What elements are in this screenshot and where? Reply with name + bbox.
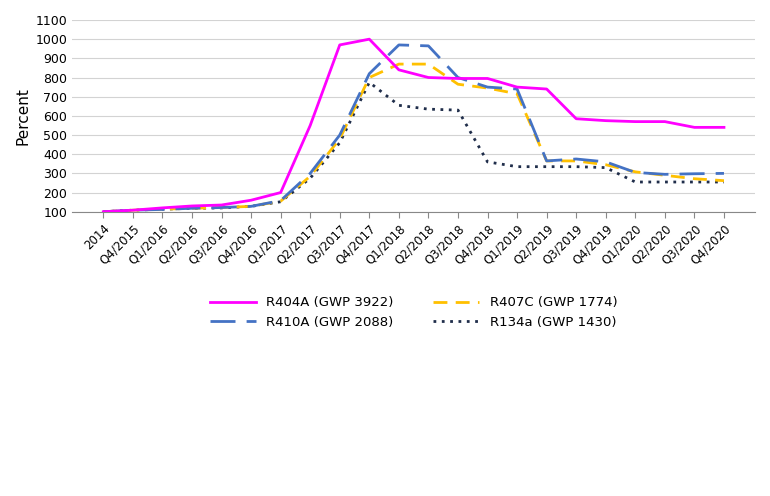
R407C (GWP 1774) bbox=[542, 158, 551, 164]
R410A (GWP 2088) bbox=[719, 171, 728, 177]
R404A (GWP 3922) bbox=[660, 119, 669, 124]
R410A (GWP 2088) bbox=[129, 207, 138, 213]
R410A (GWP 2088) bbox=[187, 205, 196, 211]
R410A (GWP 2088) bbox=[335, 132, 344, 138]
Line: R404A (GWP 3922): R404A (GWP 3922) bbox=[103, 39, 724, 212]
Legend: R404A (GWP 3922), R410A (GWP 2088), R407C (GWP 1774), R134a (GWP 1430): R404A (GWP 3922), R410A (GWP 2088), R407… bbox=[204, 291, 623, 334]
R404A (GWP 3922) bbox=[306, 123, 315, 128]
Line: R410A (GWP 2088): R410A (GWP 2088) bbox=[103, 45, 724, 212]
R410A (GWP 2088) bbox=[158, 206, 167, 212]
R134a (GWP 1430) bbox=[187, 205, 196, 211]
R407C (GWP 1774) bbox=[571, 158, 581, 164]
R407C (GWP 1774) bbox=[129, 207, 138, 213]
R410A (GWP 2088) bbox=[513, 86, 522, 92]
R134a (GWP 1430) bbox=[454, 107, 463, 113]
R410A (GWP 2088) bbox=[394, 42, 403, 48]
R134a (GWP 1430) bbox=[129, 207, 138, 213]
R134a (GWP 1430) bbox=[631, 179, 640, 185]
R404A (GWP 3922) bbox=[719, 124, 728, 130]
R410A (GWP 2088) bbox=[306, 171, 315, 177]
R404A (GWP 3922) bbox=[424, 74, 433, 80]
R410A (GWP 2088) bbox=[571, 156, 581, 162]
R404A (GWP 3922) bbox=[99, 209, 108, 215]
R404A (GWP 3922) bbox=[187, 203, 196, 209]
R134a (GWP 1430) bbox=[601, 165, 611, 171]
R404A (GWP 3922) bbox=[129, 207, 138, 213]
R134a (GWP 1430) bbox=[424, 106, 433, 112]
R404A (GWP 3922) bbox=[571, 116, 581, 122]
R407C (GWP 1774) bbox=[394, 61, 403, 67]
R407C (GWP 1774) bbox=[276, 198, 285, 204]
R134a (GWP 1430) bbox=[542, 164, 551, 170]
Line: R134a (GWP 1430): R134a (GWP 1430) bbox=[103, 82, 724, 212]
R410A (GWP 2088) bbox=[454, 74, 463, 80]
R407C (GWP 1774) bbox=[246, 203, 256, 209]
R404A (GWP 3922) bbox=[601, 118, 611, 124]
R410A (GWP 2088) bbox=[246, 203, 256, 209]
R407C (GWP 1774) bbox=[158, 206, 167, 212]
R134a (GWP 1430) bbox=[276, 199, 285, 205]
R407C (GWP 1774) bbox=[335, 136, 344, 142]
R407C (GWP 1774) bbox=[187, 205, 196, 211]
R404A (GWP 3922) bbox=[454, 75, 463, 81]
R407C (GWP 1774) bbox=[454, 81, 463, 87]
R134a (GWP 1430) bbox=[306, 175, 315, 181]
R404A (GWP 3922) bbox=[690, 124, 699, 130]
R404A (GWP 3922) bbox=[276, 189, 285, 195]
R134a (GWP 1430) bbox=[99, 209, 108, 215]
R410A (GWP 2088) bbox=[631, 170, 640, 176]
R134a (GWP 1430) bbox=[513, 164, 522, 170]
R134a (GWP 1430) bbox=[571, 164, 581, 170]
R134a (GWP 1430) bbox=[719, 179, 728, 185]
R134a (GWP 1430) bbox=[217, 205, 226, 211]
R134a (GWP 1430) bbox=[158, 206, 167, 212]
R134a (GWP 1430) bbox=[690, 179, 699, 185]
R134a (GWP 1430) bbox=[246, 203, 256, 209]
R404A (GWP 3922) bbox=[513, 84, 522, 90]
R404A (GWP 3922) bbox=[365, 36, 374, 42]
R407C (GWP 1774) bbox=[719, 178, 728, 184]
R407C (GWP 1774) bbox=[365, 74, 374, 80]
R407C (GWP 1774) bbox=[306, 173, 315, 179]
R410A (GWP 2088) bbox=[660, 171, 669, 177]
Y-axis label: Percent: Percent bbox=[15, 87, 30, 145]
R407C (GWP 1774) bbox=[424, 61, 433, 67]
Line: R407C (GWP 1774): R407C (GWP 1774) bbox=[103, 64, 724, 212]
R404A (GWP 3922) bbox=[394, 67, 403, 73]
R407C (GWP 1774) bbox=[690, 176, 699, 182]
R404A (GWP 3922) bbox=[542, 86, 551, 92]
R404A (GWP 3922) bbox=[631, 119, 640, 124]
R410A (GWP 2088) bbox=[365, 71, 374, 77]
R407C (GWP 1774) bbox=[660, 172, 669, 178]
R407C (GWP 1774) bbox=[513, 91, 522, 97]
R134a (GWP 1430) bbox=[660, 179, 669, 185]
R407C (GWP 1774) bbox=[99, 209, 108, 215]
R407C (GWP 1774) bbox=[631, 169, 640, 175]
R404A (GWP 3922) bbox=[246, 197, 256, 203]
R410A (GWP 2088) bbox=[276, 197, 285, 203]
R407C (GWP 1774) bbox=[217, 204, 226, 210]
R134a (GWP 1430) bbox=[394, 102, 403, 108]
R404A (GWP 3922) bbox=[217, 202, 226, 208]
R404A (GWP 3922) bbox=[158, 205, 167, 211]
R134a (GWP 1430) bbox=[365, 79, 374, 85]
R410A (GWP 2088) bbox=[601, 159, 611, 165]
R410A (GWP 2088) bbox=[542, 158, 551, 164]
R404A (GWP 3922) bbox=[483, 75, 492, 81]
R410A (GWP 2088) bbox=[690, 171, 699, 177]
R410A (GWP 2088) bbox=[483, 84, 492, 90]
R134a (GWP 1430) bbox=[335, 140, 344, 146]
R410A (GWP 2088) bbox=[217, 204, 226, 210]
R407C (GWP 1774) bbox=[483, 85, 492, 91]
R407C (GWP 1774) bbox=[601, 162, 611, 168]
R134a (GWP 1430) bbox=[483, 159, 492, 165]
R404A (GWP 3922) bbox=[335, 42, 344, 48]
R410A (GWP 2088) bbox=[99, 209, 108, 215]
R410A (GWP 2088) bbox=[424, 43, 433, 49]
